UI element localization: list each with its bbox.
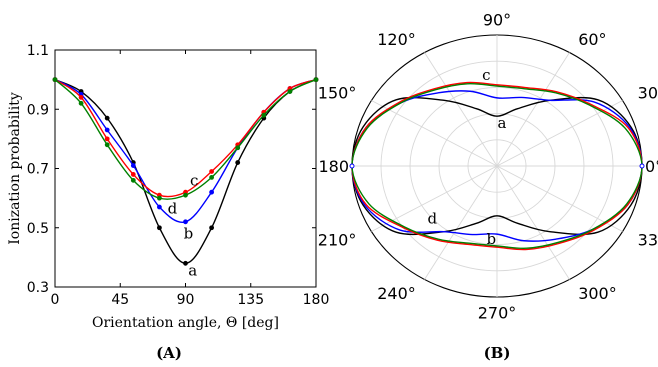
data-point-c (105, 136, 110, 141)
polar-grid-spoke (497, 53, 570, 166)
data-point-d (183, 193, 188, 198)
data-point-b (105, 128, 110, 133)
curve-label-c: c (482, 66, 490, 84)
x-tick-label: 0 (51, 292, 60, 308)
curve-label-b: b (487, 230, 497, 248)
data-point-a (105, 116, 110, 121)
curve-label-a: a (188, 262, 197, 280)
data-point-d (79, 101, 84, 106)
polar-grid-spoke (497, 166, 570, 279)
data-point-d (105, 142, 110, 147)
data-point-b (157, 205, 162, 210)
data-point-d (261, 113, 266, 118)
data-point-b (183, 219, 188, 224)
x-tick-label: 45 (111, 292, 129, 308)
data-point-a (235, 160, 240, 165)
data-point-d (131, 178, 136, 183)
angle-label: 120° (377, 30, 416, 49)
angle-label: 270° (478, 304, 517, 323)
angle-label: 0° (645, 157, 658, 176)
data-point-c (79, 95, 84, 100)
y-tick-label: 0.3 (27, 280, 49, 296)
data-point-b (209, 190, 214, 195)
angle-label: 60° (578, 30, 606, 49)
data-point-d (235, 145, 240, 150)
curve-label-b: b (184, 225, 194, 243)
y-tick-label: 0.7 (27, 162, 49, 178)
data-point-c (209, 169, 214, 174)
y-axis-label: Ionization probability (7, 92, 23, 245)
data-point-d (288, 89, 293, 94)
series-line-c (55, 80, 316, 197)
data-point-d (314, 77, 319, 82)
panel-a-line-chart: 0 45 90 135 180 0.3 0.5 0.7 0.9 1.1 a b cd Orientat… (7, 43, 329, 331)
data-point-a (183, 261, 188, 266)
axis-ticks (55, 50, 316, 287)
angle-tick-labels: 0° 30° 60° 90° 120° 150° 180 210° 240° 270° 300° 33… (318, 10, 658, 322)
x-axis-label: Orientation angle, Θ [deg] (92, 315, 279, 331)
data-point-c (131, 172, 136, 177)
y-tick-label: 0.9 (27, 102, 49, 118)
y-tick-label: 1.1 (27, 43, 49, 59)
curve-label-d: d (428, 210, 438, 228)
data-point-a (209, 225, 214, 230)
data-point-d (157, 196, 162, 201)
polar-marker (350, 164, 354, 168)
curve-label-c: c (190, 171, 198, 189)
polar-marker (640, 164, 644, 168)
angle-label: 180 (318, 157, 349, 176)
data-point-a (157, 225, 162, 230)
data-point-b (131, 163, 136, 168)
data-point-d (53, 77, 58, 82)
polar-grid-spoke (497, 166, 623, 232)
y-tick-label: 0.5 (27, 221, 49, 237)
curve-label-d: d (168, 199, 178, 217)
x-tick-label: 180 (303, 292, 330, 308)
series-line-b (55, 80, 316, 223)
angle-label: 30° (638, 84, 658, 103)
plot-frame (55, 50, 316, 287)
angle-label: 300° (578, 284, 617, 303)
angle-label: 150° (318, 84, 357, 103)
curve-label-a: a (498, 114, 507, 132)
panel-label-b: (B) (484, 344, 511, 362)
data-point-d (209, 175, 214, 180)
polar-grid-spoke (371, 101, 497, 167)
panel-label-a: (A) (156, 344, 182, 362)
x-tick-label: 135 (237, 292, 264, 308)
tick-labels: 0 45 90 135 180 0.3 0.5 0.7 0.9 1.1 (27, 43, 330, 308)
series-line-d (55, 80, 316, 200)
angle-label: 330° (638, 230, 658, 249)
x-tick-label: 90 (177, 292, 195, 308)
angle-label: 240° (377, 284, 416, 303)
panel-b-polar-chart: a b c d 0° 30° 60° 90° 120° 150° 180 210° 240° 270° 3… (318, 10, 658, 322)
angle-label: 90° (483, 10, 511, 29)
polar-grid (352, 35, 642, 297)
angle-label: 210° (318, 230, 357, 249)
